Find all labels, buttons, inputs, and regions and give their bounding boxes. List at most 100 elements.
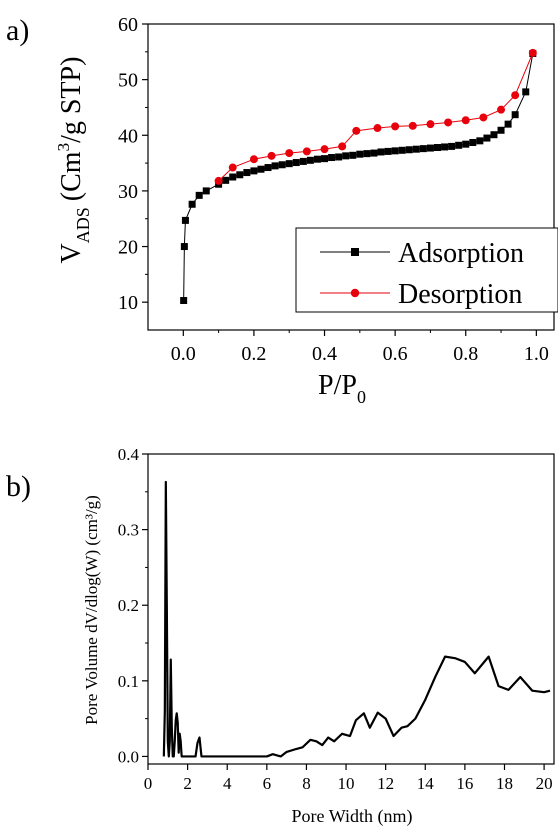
desorption-data-point — [391, 122, 400, 131]
desorption-data-point — [338, 142, 347, 151]
isotherm-x-axis-label-main: P/P — [318, 370, 357, 401]
adsorption-data-point — [342, 152, 350, 160]
adsorption-data-point — [455, 141, 463, 149]
isotherm-frame — [147, 23, 555, 331]
pore-distribution-x-tick-label: 16 — [456, 774, 473, 793]
desorption-data-point — [267, 151, 276, 160]
adsorption-data-point — [349, 151, 357, 159]
isotherm-y-label-main: V — [56, 243, 87, 263]
isotherm-y-tick-label: 10 — [118, 292, 138, 314]
pore-distribution-y-ticks: 0.0 0.1 0.2 0.3 0.4 — [118, 445, 148, 766]
panel-b-label: b) — [6, 470, 31, 503]
isotherm-y-tick-label: 20 — [118, 237, 138, 259]
adsorption-data-point — [306, 156, 314, 164]
desorption-data-point — [426, 120, 435, 129]
pore-distribution-x-tick-label: 12 — [377, 774, 394, 793]
adsorption-data-point — [229, 173, 237, 181]
isotherm-legend: Adsorption Desorption — [295, 227, 558, 313]
pore-distribution-x-tick-label: 4 — [223, 774, 232, 793]
adsorption-data-point — [522, 88, 530, 96]
adsorption-data-point — [188, 200, 196, 208]
isotherm-y-label-tail: /g STP) — [56, 57, 87, 143]
adsorption-data-point — [180, 243, 188, 251]
adsorption-data-point — [462, 140, 470, 148]
adsorption-data-point — [181, 216, 189, 224]
pore-distribution-x-tick-label: 18 — [496, 774, 513, 793]
legend-desorption-label: Desorption — [398, 279, 522, 310]
adsorption-data-point — [257, 165, 265, 173]
desorption-data-point — [511, 91, 520, 100]
adsorption-data-point — [405, 146, 413, 154]
isotherm-y-label-subscript: ADS — [73, 207, 93, 243]
legend-adsorption-label: Adsorption — [398, 238, 524, 269]
adsorption-data-point — [313, 155, 321, 163]
isotherm-x-tick-label: 0.8 — [453, 343, 478, 365]
pore-distribution-plot-area — [147, 453, 555, 765]
pore-distribution-y-tick-label: 0.2 — [118, 596, 139, 615]
adsorption-data-point — [236, 171, 244, 179]
isotherm-y-tick-label: 40 — [118, 125, 138, 147]
isotherm-x-ticks: 0.0 0.2 0.4 0.6 0.8 1.0 — [171, 330, 549, 365]
adsorption-data-point — [335, 153, 343, 161]
desorption-data-point — [285, 149, 294, 158]
adsorption-data-point — [511, 111, 519, 119]
isotherm-y-tick-label: 30 — [118, 181, 138, 203]
adsorption-data-point — [292, 159, 300, 167]
isotherm-y-ticks: 10 20 30 40 50 60 — [118, 14, 148, 314]
adsorption-data-point — [441, 143, 449, 151]
adsorption-data-point — [469, 139, 477, 147]
adsorption-data-point — [328, 154, 336, 162]
adsorption-data-point — [271, 162, 279, 170]
pore-size-distribution-panel: b) 0 2 4 6 8 10 12 14 16 18 20 0.0 0.1 0.2 0.3 0.4 Por… — [6, 445, 555, 827]
desorption-data-point — [497, 105, 506, 114]
adsorption-data-point — [299, 157, 307, 165]
adsorption-data-point — [448, 142, 456, 150]
adsorption-data-point — [476, 137, 484, 145]
adsorption-data-point — [391, 147, 399, 155]
legend-desorption-marker — [350, 288, 360, 298]
isotherm-plot-area — [147, 23, 555, 331]
pore-distribution-x-tick-label: 2 — [183, 774, 192, 793]
isotherm-x-tick-label: 0.0 — [171, 343, 196, 365]
desorption-data-point — [444, 118, 453, 127]
desorption-data-point — [302, 147, 311, 156]
pore-distribution-frame — [147, 453, 555, 765]
adsorption-data-point — [497, 126, 505, 134]
pore-distribution-x-axis-label: Pore Width (nm) — [292, 806, 413, 827]
adsorption-data-point — [504, 120, 512, 128]
pore-distribution-x-tick-label: 20 — [536, 774, 553, 793]
adsorption-data-point — [363, 150, 371, 158]
adsorption-data-point — [483, 134, 491, 142]
isotherm-x-tick-label: 0.4 — [312, 343, 337, 365]
adsorption-data-point — [202, 187, 210, 195]
desorption-data-point — [479, 113, 488, 122]
adsorption-data-point — [243, 169, 251, 177]
desorption-data-point — [249, 155, 258, 164]
desorption-data-point — [320, 145, 329, 154]
adsorption-data-point — [412, 145, 420, 153]
isotherm-x-axis-label: P/P0 — [318, 370, 366, 407]
adsorption-data-point — [250, 167, 258, 175]
adsorption-data-point — [195, 191, 203, 199]
adsorption-data-point — [433, 144, 441, 152]
isotherm-y-tick-label: 50 — [118, 70, 138, 92]
adsorption-data-point — [278, 161, 286, 169]
adsorption-data-point — [222, 176, 230, 184]
pore-distribution-y-tick-label: 0.1 — [118, 672, 139, 691]
desorption-data-point — [373, 124, 382, 133]
desorption-data-point — [528, 48, 537, 57]
legend-frame — [295, 227, 558, 313]
isotherm-x-tick-label: 0.6 — [383, 343, 408, 365]
adsorption-data-point — [321, 155, 329, 163]
desorption-data-point — [214, 176, 223, 185]
adsorption-data-point — [426, 144, 434, 152]
adsorption-data-point — [264, 164, 272, 172]
legend-adsorption-marker — [351, 248, 359, 256]
pore-distribution-y-axis-label: Pore Volume dV/dlog(W) (cm³/g) — [82, 495, 101, 725]
desorption-data-point — [408, 121, 417, 130]
pore-distribution-x-ticks: 0 2 4 6 8 10 12 14 16 18 20 — [144, 764, 553, 793]
adsorption-data-point — [419, 145, 427, 153]
adsorption-data-point — [356, 150, 364, 158]
isotherm-x-tick-label: 0.2 — [241, 343, 266, 365]
